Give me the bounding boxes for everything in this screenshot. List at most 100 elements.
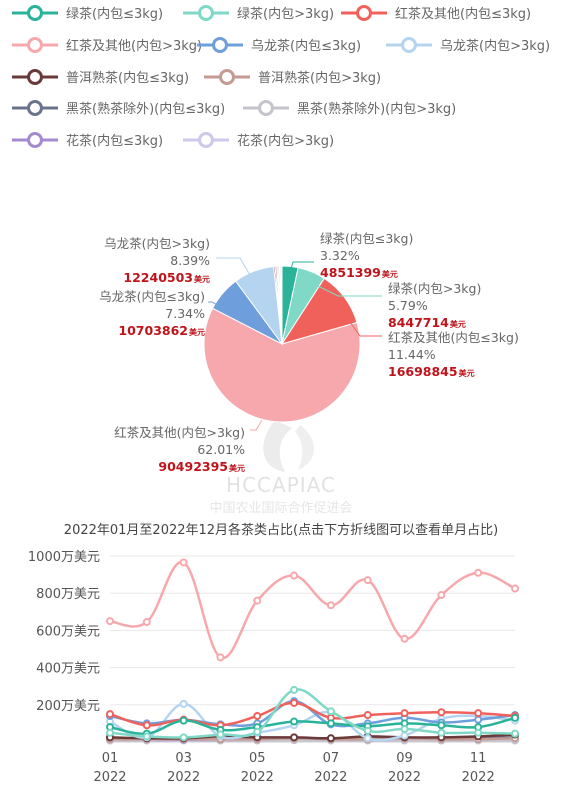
series-point[interactable] (326, 601, 335, 610)
series-point[interactable] (179, 558, 188, 567)
pie-label-leader-line (216, 257, 255, 283)
x-tick-label: 09 2022 (388, 751, 421, 785)
series-point[interactable] (511, 729, 519, 738)
legend-item-黑茶-熟茶除外--内包le3kg-[interactable]: 黑茶(熟茶除外)(内包≤3kg) (12, 100, 225, 117)
series-point[interactable] (106, 710, 114, 719)
x-tick-label: 11 2022 (462, 751, 495, 785)
pie-slice-红茶及其他-内包gt3kg-[interactable] (203, 307, 361, 423)
series-point[interactable] (400, 634, 409, 643)
series-point[interactable] (253, 596, 262, 605)
series-point[interactable] (363, 734, 372, 743)
series-point[interactable] (400, 709, 409, 718)
y-tick-label: 200万美元 (36, 699, 100, 714)
series-line[interactable] (109, 561, 516, 660)
legend-label: 黑茶(熟茶除外)(内包>3kg) (297, 101, 456, 117)
series-point[interactable] (142, 732, 151, 741)
series-point[interactable] (326, 719, 335, 728)
y-tick-labels: 200万美元 400万美元 600万美元 800万美元 1000万美元 (28, 550, 100, 714)
series-point[interactable] (142, 618, 151, 627)
series-point[interactable] (253, 711, 262, 720)
watermark-logo-icon (263, 420, 315, 472)
x-tick-label: 05 2022 (241, 751, 274, 785)
legend-marker-icon (27, 69, 43, 85)
series-point[interactable] (290, 717, 299, 726)
series-point[interactable] (290, 733, 299, 742)
x-tick-month: 05 (249, 751, 266, 766)
legend-label: 乌龙茶(内包≤3kg) (251, 38, 361, 54)
series-point[interactable] (363, 711, 372, 720)
series-point[interactable] (290, 685, 299, 694)
series-point[interactable] (437, 728, 446, 737)
legend-item-花茶-内包gt3kg-[interactable]: 花茶(内包>3kg) (183, 132, 334, 149)
line-chart-title: 2022年01月至2022年12月各茶类占比(点击下方折线图可以查看单月占比) (64, 522, 498, 538)
series-point[interactable] (106, 728, 114, 737)
pie-label-percent: 3.32% (320, 248, 360, 263)
x-tick-month: 07 (323, 751, 340, 766)
legend-item-普洱熟茶-内包le3kg-[interactable]: 普洱熟茶(内包≤3kg) (12, 69, 189, 86)
series-point[interactable] (474, 728, 483, 737)
legend-item-红茶及其他-内包gt3kg-[interactable]: 红茶及其他(内包>3kg) (12, 37, 202, 54)
series-point[interactable] (290, 571, 299, 580)
series-point[interactable] (474, 568, 483, 577)
x-tick-label: 01 2022 (93, 751, 126, 785)
legend-item-红茶及其他-内包le3kg-[interactable]: 红茶及其他(内包≤3kg) (341, 5, 531, 22)
legend-item-乌龙茶-内包le3kg-[interactable]: 乌龙茶(内包≤3kg) (197, 37, 361, 54)
series-point[interactable] (363, 576, 372, 585)
series-point[interactable] (142, 721, 151, 730)
series-point[interactable] (253, 727, 262, 736)
line-series[interactable] (106, 558, 519, 745)
legend-marker-icon (258, 100, 274, 116)
pie-label-红茶及其他-内包le3kg-: 红茶及其他(内包≤3kg) 11.44% 16698845美元 (349, 321, 519, 379)
pie-label-name: 红茶及其他(内包≤3kg) (388, 330, 519, 345)
series-point[interactable] (437, 721, 446, 730)
x-tick-labels: 01 2022 03 2022 05 2022 07 2022 09 2022 11 2022 (93, 751, 494, 785)
pie-label-name: 红茶及其他(内包>3kg) (114, 425, 245, 440)
series-point[interactable] (179, 699, 188, 708)
legend-item-黑茶-熟茶除外--内包gt3kg-[interactable]: 黑茶(熟茶除外)(内包>3kg) (243, 100, 456, 117)
legend-marker-icon (27, 5, 43, 21)
pie-label-leader-line (250, 419, 263, 431)
pie-label-value: 4851399美元 (320, 265, 398, 280)
series-point[interactable] (363, 726, 372, 735)
series-point[interactable] (216, 730, 225, 739)
legend-label: 黑茶(熟茶除外)(内包≤3kg) (66, 101, 225, 117)
series-point[interactable] (179, 733, 188, 742)
series-红茶及其他-内包gt3kg-[interactable] (106, 558, 519, 662)
legend-item-乌龙茶-内包gt3kg-[interactable]: 乌龙茶(内包>3kg) (386, 37, 550, 54)
series-绿茶-内包gt3kg-[interactable] (106, 685, 519, 742)
y-tick-label: 600万美元 (36, 624, 100, 639)
series-point[interactable] (437, 591, 446, 600)
legend-item-绿茶-内包le3kg-[interactable]: 绿茶(内包≤3kg) (12, 5, 163, 22)
legend-marker-icon (356, 5, 372, 21)
series-point[interactable] (326, 707, 335, 716)
series-point[interactable] (511, 713, 519, 722)
pie-label-leader-line (208, 301, 223, 309)
series-point[interactable] (290, 698, 299, 707)
series-point[interactable] (106, 617, 114, 626)
series-point[interactable] (179, 716, 188, 725)
series-point[interactable] (474, 709, 483, 718)
pie-label-乌龙茶-内包gt3kg-: 乌龙茶(内包>3kg) 8.39% 12240503美元 (104, 236, 255, 285)
series-point[interactable] (400, 724, 409, 733)
series-point[interactable] (474, 715, 483, 724)
pie-slice-花茶-内包gt3kg-[interactable] (280, 265, 283, 345)
pie-label-percent: 62.01% (197, 442, 245, 457)
legend-label: 红茶及其他(内包≤3kg) (395, 6, 531, 22)
legend-item-绿茶-内包gt3kg-[interactable]: 绿茶(内包>3kg) (183, 5, 334, 22)
series-point[interactable] (437, 708, 446, 717)
series-point[interactable] (326, 734, 335, 743)
pie-label-value: 10703862美元 (118, 323, 205, 338)
series-point[interactable] (216, 653, 225, 662)
x-tick-year: 2022 (241, 770, 274, 785)
series-point[interactable] (400, 731, 409, 740)
legend-item-普洱熟茶-内包gt3kg-[interactable]: 普洱熟茶(内包>3kg) (204, 69, 381, 86)
legend[interactable]: 绿茶(内包≤3kg) 绿茶(内包>3kg) 红茶及其他(内包≤3kg) 红茶及其他(内… (12, 5, 550, 149)
legend-item-花茶-内包le3kg-[interactable]: 花茶(内包≤3kg) (12, 132, 163, 149)
legend-marker-icon (401, 37, 417, 53)
pie-label-name: 乌龙茶(内包≤3kg) (99, 289, 205, 304)
legend-label: 花茶(内包>3kg) (237, 133, 334, 149)
pie-slices[interactable] (203, 265, 361, 423)
series-point[interactable] (511, 584, 519, 593)
